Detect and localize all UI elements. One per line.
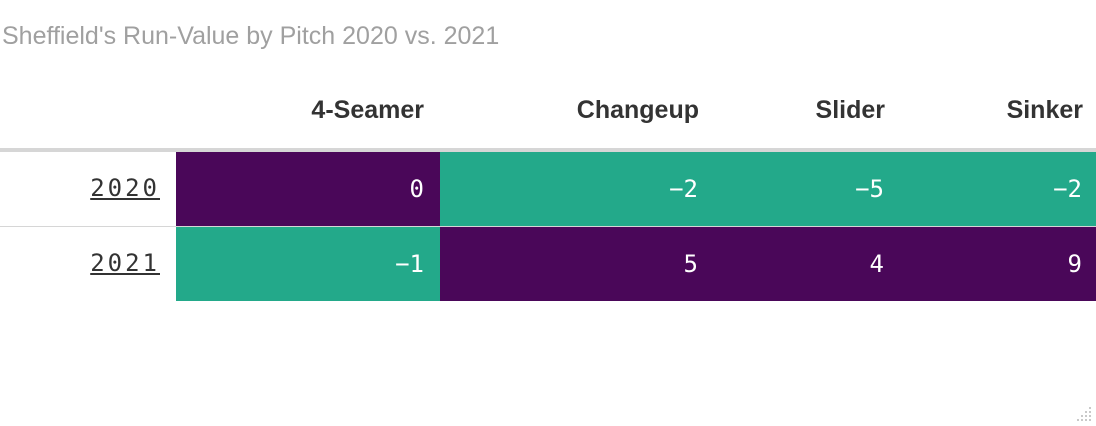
resize-grip-icon[interactable] — [1074, 404, 1092, 422]
table-row: 2020 0 −2 −5 −2 — [0, 152, 1096, 227]
heatmap-table: 4-Seamer Changeup Slider Sinker 2020 0 −… — [0, 88, 1096, 301]
column-header-row: 4-Seamer Changeup Slider Sinker — [0, 88, 1096, 152]
cell-2021-4-seamer: −1 — [176, 227, 440, 301]
cell-2020-sinker: −2 — [886, 152, 1096, 226]
column-header-slider: Slider — [815, 96, 885, 124]
table-row: 2021 −1 5 4 9 — [0, 227, 1096, 301]
cell-2020-slider: −5 — [700, 152, 886, 226]
cell-2021-slider: 4 — [700, 227, 886, 301]
cell-2021-sinker: 9 — [886, 227, 1096, 301]
cell-2021-changeup: 5 — [440, 227, 700, 301]
row-label-2021[interactable]: 2021 — [90, 249, 160, 277]
row-label-2020[interactable]: 2020 — [90, 174, 160, 202]
chart-title: Sheffield's Run-Value by Pitch 2020 vs. … — [2, 22, 500, 50]
column-header-4-seamer: 4-Seamer — [311, 96, 424, 124]
column-header-sinker: Sinker — [1006, 96, 1083, 124]
cell-2020-4-seamer: 0 — [176, 152, 440, 226]
cell-2020-changeup: −2 — [440, 152, 700, 226]
column-header-changeup: Changeup — [576, 96, 699, 124]
